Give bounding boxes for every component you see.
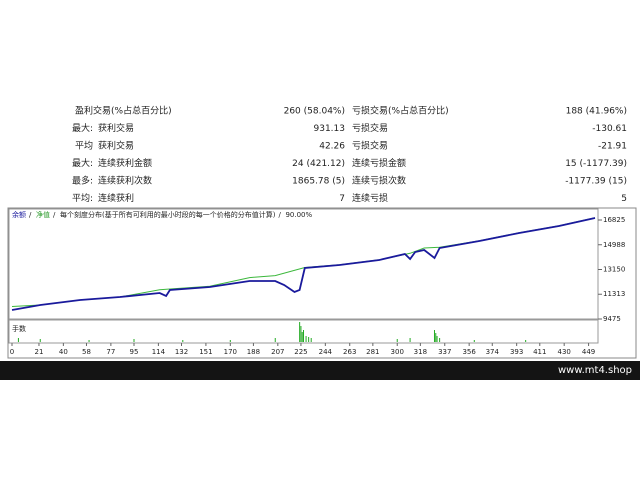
report-cell: 连续获利: [98, 192, 134, 204]
x-tick-label: 393: [510, 348, 523, 356]
x-tick-label: 114: [152, 348, 166, 356]
x-tick-label: 411: [533, 348, 546, 356]
x-tick-label: 244: [319, 348, 333, 356]
report-cell: 7: [339, 194, 345, 204]
report-cell: 1865.78 (5): [292, 177, 345, 187]
report-cell: 188 (41.96%): [566, 107, 627, 117]
report-cell: -1177.39 (15): [565, 177, 627, 187]
report-cell: 连续亏损次数: [352, 175, 406, 187]
legend-sep: /: [278, 211, 281, 219]
report-cell: 最大:: [72, 122, 93, 134]
footer-site: www.mt4.shop: [558, 365, 632, 376]
report-cell: 亏损交易: [352, 140, 388, 152]
x-tick-label: 337: [438, 348, 451, 356]
x-tick-label: 151: [199, 348, 212, 356]
report-cell: -21.91: [598, 142, 627, 152]
x-tick-label: 132: [175, 348, 188, 356]
x-tick-label: 449: [582, 348, 595, 356]
x-tick-label: 225: [294, 348, 307, 356]
report-cell: 亏损交易: [352, 122, 388, 134]
legend-item: 每个刻度分布(基于所有可利用的最小时段的每一个价格的分布值计算): [60, 210, 276, 219]
x-tick-label: 430: [557, 348, 570, 356]
y-tick-label: 9475: [603, 315, 621, 323]
y-tick-label: 11313: [603, 290, 625, 298]
volume-label: 手数: [12, 324, 26, 333]
x-tick-label: 40: [59, 348, 68, 356]
legend-sep: /: [29, 211, 32, 219]
report-cell: 931.13: [314, 124, 346, 134]
report-cell: 亏损交易(%占总百分比): [352, 105, 449, 117]
report-cell: 最大:: [72, 157, 93, 169]
x-tick-label: 188: [247, 348, 260, 356]
report-cell: 连续获利金额: [98, 157, 152, 169]
plot-area: [8, 208, 599, 320]
x-tick-label: 21: [35, 348, 44, 356]
legend-item: 余额: [12, 210, 26, 219]
legend-item: 净值: [36, 210, 50, 219]
report-cell: -130.61: [592, 124, 627, 134]
x-tick-label: 281: [366, 348, 379, 356]
x-tick-label: 318: [414, 348, 427, 356]
report-cell: 15 (-1177.39): [565, 159, 627, 169]
legend-item: 90.00%: [285, 211, 312, 219]
x-tick-label: 0: [10, 348, 14, 356]
x-tick-label: 58: [82, 348, 91, 356]
x-tick-label: 300: [391, 348, 404, 356]
y-tick-label: 14988: [603, 241, 625, 249]
report-cell: 连续亏损金额: [352, 157, 406, 169]
x-tick-label: 207: [271, 348, 284, 356]
y-tick-label: 13150: [603, 266, 625, 274]
equity-line: [11, 217, 596, 311]
x-tick-label: 374: [486, 348, 500, 356]
x-tick-label: 356: [462, 348, 476, 356]
report-cell: 42.26: [319, 142, 345, 152]
x-tick-label: 77: [106, 348, 115, 356]
legend-sep: /: [53, 211, 56, 219]
report-cell: 最多:: [72, 175, 93, 187]
report-cell: 平均:: [72, 192, 93, 204]
report-cell: 连续亏损: [352, 192, 388, 204]
x-tick-label: 170: [224, 348, 237, 356]
report-cell: 获利交易: [98, 122, 134, 134]
report-cell: 平均: [75, 140, 93, 152]
y-tick-label: 16825: [603, 216, 625, 224]
report-cell: 5: [621, 194, 627, 204]
x-tick-label: 263: [343, 348, 356, 356]
report-cell: 连续获利次数: [98, 175, 152, 187]
report-cell: 获利交易: [98, 140, 134, 152]
footer-bar: [0, 361, 640, 380]
report-cell: 260 (58.04%): [284, 107, 345, 117]
report-cell: 盈利交易(%占总百分比): [75, 105, 172, 117]
report-cell: 24 (421.12): [292, 159, 345, 169]
x-tick-label: 95: [130, 348, 139, 356]
